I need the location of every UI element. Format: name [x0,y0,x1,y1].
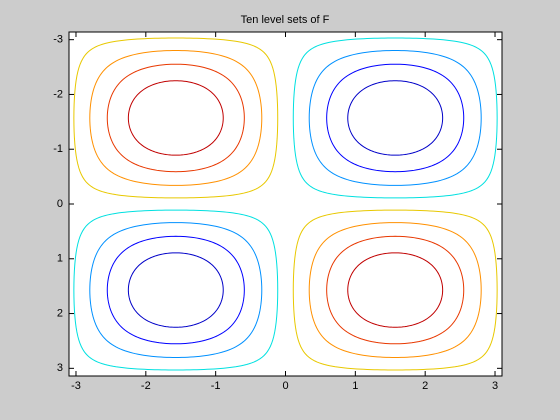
contour-line [127,80,224,156]
x-tick-label: -2 [141,380,151,392]
contour-line [73,209,279,371]
y-tick-label: -3 [53,34,63,46]
y-tick-label: 0 [57,198,63,210]
plot-area [73,37,498,371]
x-tick-label: 3 [492,380,498,392]
contour-line [292,37,498,199]
x-tick-label: -3 [71,380,81,392]
y-tick-label: -2 [53,88,63,100]
contour-line [73,37,279,199]
contour-line [106,235,245,345]
contour-line [89,50,263,186]
x-tick-label: 1 [352,380,358,392]
contour-line [106,63,245,173]
y-tick-label: 1 [57,253,63,265]
x-tick-label: 2 [422,380,428,392]
y-tick-label: 3 [57,362,63,374]
contour-line [347,252,444,328]
contour-line [292,209,498,371]
contour-line [347,80,444,156]
chart-title: Ten level sets of F [241,14,330,26]
contour-line [308,50,482,186]
contour-line [89,222,263,358]
contour-line [127,252,224,328]
y-tick-label: -1 [53,143,63,155]
y-tick-label: 2 [57,307,63,319]
contour-line [326,63,465,173]
x-tick-label: 0 [282,380,288,392]
contour-line [326,235,465,345]
x-tick-label: -1 [211,380,221,392]
contour-line [308,222,482,358]
axes-background [69,32,502,376]
